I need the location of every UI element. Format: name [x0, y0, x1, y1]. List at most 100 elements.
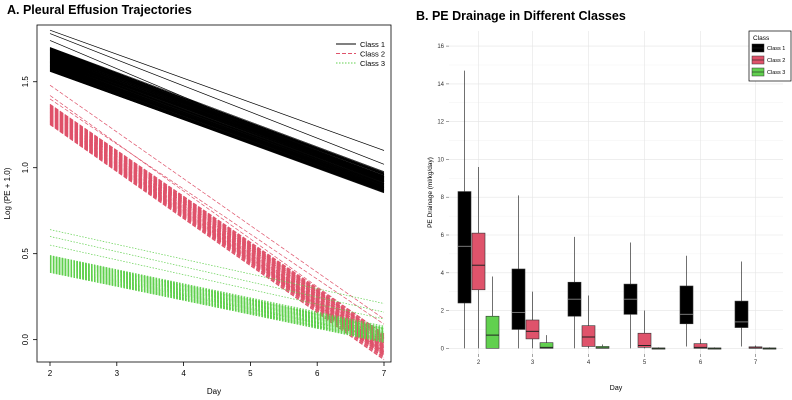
trajectory-line	[49, 56, 385, 183]
x-axis-label: Day	[207, 387, 221, 396]
panel-a-title: A. Pleural Effusion Trajectories	[7, 3, 192, 17]
x-tick-label: 5	[248, 369, 253, 378]
trajectory-line	[49, 67, 385, 191]
panel-b-box-chart: 0 2 4 6 8 10 12 14 16 2 3 4 5 6 7 Day PE Drainage (ml/kg…	[427, 30, 792, 392]
trajectory-line	[49, 259, 385, 333]
box-class-3-day-4	[595, 344, 610, 349]
trajectory-line	[49, 98, 385, 325]
box	[637, 332, 652, 348]
trajectory-line	[49, 229, 385, 304]
box-class-1-day-2	[457, 70, 472, 349]
trajectory-line	[49, 49, 385, 177]
trajectory-line	[49, 236, 385, 313]
trajectory-line	[49, 67, 385, 191]
y-axis-label: Log (PE + 1.0)	[3, 167, 12, 219]
box	[693, 343, 708, 349]
trajectory-line	[49, 261, 385, 334]
trajectory-line	[49, 29, 385, 151]
trajectory-line	[49, 108, 385, 342]
trajectory-line	[49, 40, 385, 182]
box-class-3-day-7	[762, 347, 777, 350]
x-tick-label: 3	[115, 369, 120, 378]
box-class-3-day-6	[707, 347, 722, 350]
trajectory-line	[49, 111, 385, 345]
box-class-1-day-3	[511, 195, 526, 349]
box-class-2-day-6	[693, 338, 708, 349]
trajectory-line	[49, 48, 385, 177]
box	[511, 268, 526, 330]
legend-label: Class 2	[360, 50, 385, 59]
box	[471, 232, 486, 291]
box	[679, 285, 694, 325]
y-axis-label: PE Drainage (ml/kg/day)	[427, 157, 434, 228]
trajectory-line	[49, 64, 385, 189]
trajectory-line	[49, 115, 385, 350]
box-class-1-day-5	[623, 242, 638, 349]
panel-a-line-chart: 2 3 4 5 6 7 0.0 0.5 1.0 1.5 Day Log (PE + 1.0) Class…	[3, 24, 392, 396]
trajectory-line	[49, 110, 385, 344]
trajectory-line	[49, 84, 385, 320]
legend-label: Class 3	[767, 70, 785, 76]
x-tick-label: 2	[48, 369, 53, 378]
trajectory-line	[49, 49, 385, 178]
y-tick-label: 10	[437, 157, 444, 163]
trajectory-line	[49, 109, 385, 343]
legend-label: Class 1	[767, 46, 785, 52]
trajectory-line	[49, 110, 385, 343]
box-class-1-day-7	[734, 261, 749, 347]
box	[457, 191, 472, 304]
box-class-1-day-4	[567, 236, 582, 349]
panel-a-frame	[36, 24, 392, 363]
box-class-2-day-7	[748, 345, 763, 349]
trajectory-line	[49, 122, 385, 359]
trajectory-line	[49, 64, 385, 188]
trajectory-line	[49, 58, 385, 184]
x-tick-label: 7	[754, 360, 758, 366]
legend-label: Class 2	[767, 58, 785, 64]
box-class-2-day-3	[525, 291, 540, 349]
trajectory-line	[49, 119, 385, 354]
trajectory-line	[49, 62, 385, 187]
box-class-2-day-4	[581, 295, 596, 349]
trajectory-line	[49, 70, 385, 193]
trajectory-line	[49, 65, 385, 190]
box-class-2-day-2	[471, 167, 486, 349]
box-class-3-day-2	[485, 276, 500, 349]
box	[581, 325, 596, 347]
x-tick-label: 2	[477, 360, 481, 366]
trajectory-line	[49, 59, 385, 184]
trajectory-line	[49, 54, 385, 180]
y-tick-label: 0.5	[21, 248, 30, 260]
trajectory-line	[49, 116, 385, 352]
trajectory-line	[49, 117, 385, 353]
y-tick-label: 16	[437, 44, 444, 50]
y-tick-label: 4	[441, 271, 445, 277]
trajectory-line	[49, 120, 385, 356]
y-tick-label: 6	[441, 233, 445, 239]
trajectory-line	[49, 65, 385, 189]
trajectory-line	[49, 113, 385, 348]
trajectory-line	[49, 123, 385, 360]
box	[485, 315, 500, 349]
box-class-3-day-5	[651, 347, 666, 350]
trajectory-line	[49, 107, 385, 341]
box	[734, 300, 749, 328]
y-tick-label: 2	[441, 309, 445, 315]
box	[525, 319, 540, 340]
trajectory-line	[49, 103, 385, 337]
x-tick-label: 5	[643, 360, 647, 366]
box-class-1-day-6	[679, 255, 694, 347]
x-tick-label: 4	[587, 360, 591, 366]
legend-title: Class	[753, 35, 770, 42]
y-tick-label: 12	[437, 120, 444, 126]
y-tick-label: 8	[441, 195, 445, 201]
panel-b-legend: Class Class 1 Class 2 Class 3	[748, 30, 792, 82]
panel-b-background	[449, 31, 783, 354]
panel-b-title: B. PE Drainage in Different Classes	[416, 9, 626, 23]
legend-label: Class 1	[360, 40, 385, 49]
trajectory-line	[49, 69, 385, 192]
x-axis-label: Day	[610, 385, 623, 392]
y-tick-label: 0.0	[21, 334, 30, 346]
